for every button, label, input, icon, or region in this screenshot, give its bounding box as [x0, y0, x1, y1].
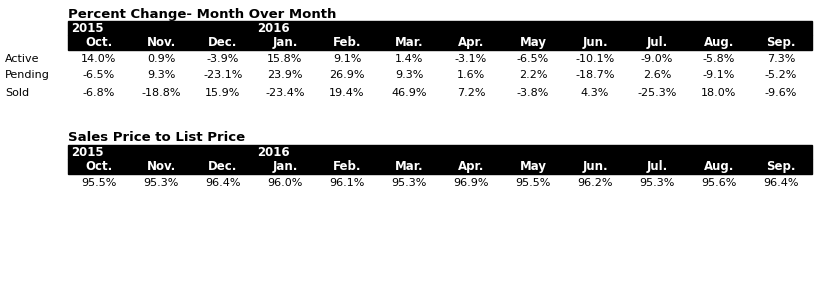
- Text: Oct.: Oct.: [85, 36, 113, 49]
- Text: Percent Change- Month Over Month: Percent Change- Month Over Month: [68, 8, 336, 21]
- Text: Jun.: Jun.: [582, 36, 607, 49]
- Text: 96.4%: 96.4%: [764, 178, 799, 188]
- Text: 95.3%: 95.3%: [143, 178, 178, 188]
- Text: Dec.: Dec.: [208, 36, 238, 49]
- Text: -6.8%: -6.8%: [83, 88, 115, 98]
- Text: Jul.: Jul.: [646, 36, 667, 49]
- Text: May: May: [520, 160, 547, 173]
- Bar: [68, 159, 812, 174]
- Text: 2.2%: 2.2%: [519, 70, 547, 80]
- Text: May: May: [520, 36, 547, 49]
- Text: Dec.: Dec.: [208, 160, 238, 173]
- Text: -9.6%: -9.6%: [764, 88, 797, 98]
- Text: 95.3%: 95.3%: [391, 178, 427, 188]
- Text: 96.1%: 96.1%: [330, 178, 365, 188]
- Text: 9.1%: 9.1%: [333, 53, 361, 64]
- Text: -10.1%: -10.1%: [575, 53, 615, 64]
- Text: Aug.: Aug.: [704, 160, 734, 173]
- Text: 4.3%: 4.3%: [581, 88, 609, 98]
- Text: Jun.: Jun.: [582, 160, 607, 173]
- Text: Apr.: Apr.: [458, 36, 484, 49]
- Text: 2016: 2016: [257, 146, 289, 158]
- Text: 7.2%: 7.2%: [457, 88, 485, 98]
- Text: -3.9%: -3.9%: [207, 53, 239, 64]
- Text: Feb.: Feb.: [333, 160, 361, 173]
- Text: -23.1%: -23.1%: [203, 70, 242, 80]
- Text: -18.7%: -18.7%: [575, 70, 615, 80]
- Text: 96.2%: 96.2%: [577, 178, 612, 188]
- Text: Apr.: Apr.: [458, 160, 484, 173]
- Text: Jul.: Jul.: [646, 160, 667, 173]
- Text: Active: Active: [5, 53, 39, 64]
- Text: 2015: 2015: [71, 22, 104, 34]
- Text: 23.9%: 23.9%: [267, 70, 302, 80]
- Text: 46.9%: 46.9%: [391, 88, 427, 98]
- Text: Mar.: Mar.: [395, 160, 423, 173]
- Text: -3.8%: -3.8%: [517, 88, 549, 98]
- Text: 9.3%: 9.3%: [147, 70, 175, 80]
- Bar: [68, 21, 812, 35]
- Text: -18.8%: -18.8%: [141, 88, 181, 98]
- Text: 96.9%: 96.9%: [453, 178, 489, 188]
- Text: -6.5%: -6.5%: [83, 70, 115, 80]
- Text: 26.9%: 26.9%: [330, 70, 365, 80]
- Text: -5.8%: -5.8%: [703, 53, 735, 64]
- Text: Sold: Sold: [5, 88, 29, 98]
- Text: 95.5%: 95.5%: [515, 178, 551, 188]
- Text: 0.9%: 0.9%: [147, 53, 175, 64]
- Text: Jan.: Jan.: [272, 36, 298, 49]
- Text: Pending: Pending: [5, 70, 50, 80]
- Text: Sales Price to List Price: Sales Price to List Price: [68, 131, 245, 144]
- Text: 9.3%: 9.3%: [395, 70, 423, 80]
- Bar: [68, 35, 812, 50]
- Text: 15.8%: 15.8%: [267, 53, 302, 64]
- Text: 18.0%: 18.0%: [701, 88, 737, 98]
- Text: 14.0%: 14.0%: [81, 53, 117, 64]
- Text: 96.4%: 96.4%: [206, 178, 241, 188]
- Text: -9.1%: -9.1%: [703, 70, 735, 80]
- Text: 19.4%: 19.4%: [330, 88, 365, 98]
- Text: -6.5%: -6.5%: [517, 53, 549, 64]
- Text: -9.0%: -9.0%: [641, 53, 673, 64]
- Text: 95.6%: 95.6%: [701, 178, 737, 188]
- Text: Sep.: Sep.: [766, 160, 796, 173]
- Text: Sep.: Sep.: [766, 36, 796, 49]
- Text: -23.4%: -23.4%: [266, 88, 305, 98]
- Text: -3.1%: -3.1%: [455, 53, 487, 64]
- Text: 95.5%: 95.5%: [81, 178, 117, 188]
- Text: Nov.: Nov.: [146, 36, 176, 49]
- Text: Mar.: Mar.: [395, 36, 423, 49]
- Text: 2.6%: 2.6%: [643, 70, 672, 80]
- Bar: [68, 145, 812, 159]
- Text: 15.9%: 15.9%: [206, 88, 241, 98]
- Text: Feb.: Feb.: [333, 36, 361, 49]
- Text: 7.3%: 7.3%: [767, 53, 795, 64]
- Text: Oct.: Oct.: [85, 160, 113, 173]
- Text: 2015: 2015: [71, 146, 104, 158]
- Text: 1.6%: 1.6%: [457, 70, 485, 80]
- Text: 2016: 2016: [257, 22, 289, 34]
- Text: Aug.: Aug.: [704, 36, 734, 49]
- Text: Jan.: Jan.: [272, 160, 298, 173]
- Text: 95.3%: 95.3%: [640, 178, 675, 188]
- Text: 1.4%: 1.4%: [395, 53, 423, 64]
- Text: 96.0%: 96.0%: [267, 178, 302, 188]
- Text: Nov.: Nov.: [146, 160, 176, 173]
- Text: -5.2%: -5.2%: [764, 70, 797, 80]
- Text: -25.3%: -25.3%: [637, 88, 677, 98]
